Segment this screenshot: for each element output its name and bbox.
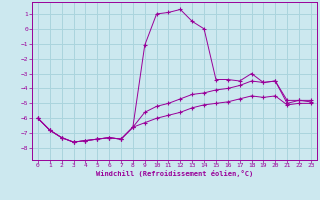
X-axis label: Windchill (Refroidissement éolien,°C): Windchill (Refroidissement éolien,°C) bbox=[96, 170, 253, 177]
